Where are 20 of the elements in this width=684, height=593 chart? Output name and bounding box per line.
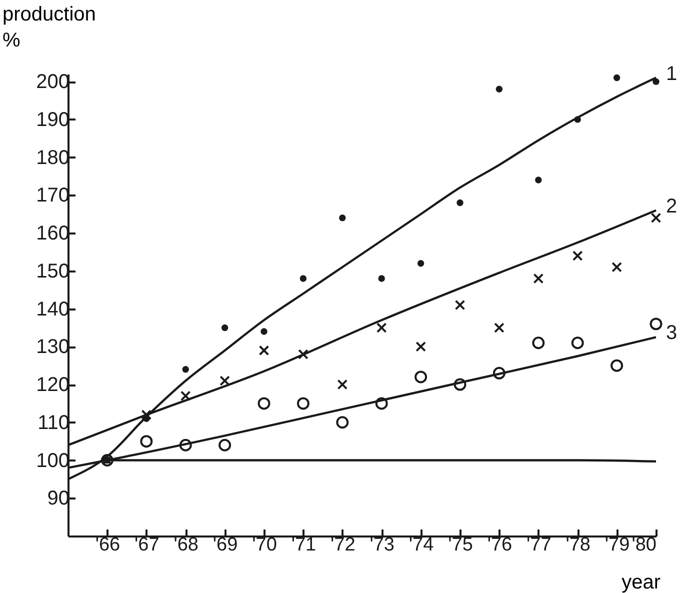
series-label: 2 <box>666 195 678 218</box>
x-tick-label: '66 <box>95 534 120 556</box>
series-label: 3 <box>666 322 678 344</box>
x-axis-title: year <box>622 572 661 593</box>
y-axis-title: production % <box>2 4 96 52</box>
x-tick-label: '80 <box>632 534 656 556</box>
x-tick-label: '74 <box>408 534 434 556</box>
x-tick-label: '77 <box>526 534 552 556</box>
x-tick-label: '72 <box>330 534 356 556</box>
x-tick-label: '73 <box>370 534 394 556</box>
x-tick-label: '76 <box>487 534 512 556</box>
x-tick-label: '69 <box>212 534 238 556</box>
x-tick-label: '78 <box>566 534 590 556</box>
series-label: 1 <box>666 62 678 85</box>
x-tick-label: '75 <box>448 534 473 556</box>
x-tick-label: '68 <box>174 534 198 556</box>
x-tick-label: '71 <box>291 534 316 556</box>
x-tick-label: '70 <box>252 534 277 556</box>
x-tick-label: '67 <box>134 534 160 556</box>
x-tick-label: '79 <box>604 534 630 556</box>
